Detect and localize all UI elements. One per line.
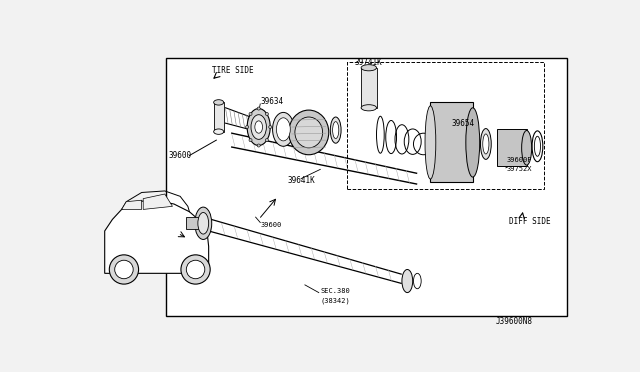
Polygon shape xyxy=(105,200,209,273)
Ellipse shape xyxy=(109,255,139,284)
Ellipse shape xyxy=(198,212,209,234)
Text: TIRE SIDE: TIRE SIDE xyxy=(212,66,254,75)
Text: 39752X: 39752X xyxy=(507,166,532,172)
Ellipse shape xyxy=(481,129,492,159)
Ellipse shape xyxy=(195,207,212,240)
Ellipse shape xyxy=(413,273,421,289)
Text: J39600N8: J39600N8 xyxy=(496,317,533,326)
Ellipse shape xyxy=(266,138,268,142)
Ellipse shape xyxy=(115,260,133,279)
Text: DIFF SIDE: DIFF SIDE xyxy=(509,217,550,226)
Ellipse shape xyxy=(249,138,252,142)
Ellipse shape xyxy=(466,108,480,177)
Bar xyxy=(431,102,473,183)
Bar xyxy=(214,102,224,132)
Ellipse shape xyxy=(186,260,205,279)
Ellipse shape xyxy=(255,121,262,133)
Ellipse shape xyxy=(246,125,249,129)
Ellipse shape xyxy=(257,107,260,110)
Ellipse shape xyxy=(333,122,339,139)
Ellipse shape xyxy=(266,112,268,115)
Ellipse shape xyxy=(534,136,541,156)
Ellipse shape xyxy=(181,255,210,284)
Ellipse shape xyxy=(295,117,323,148)
Polygon shape xyxy=(122,200,141,209)
Bar xyxy=(361,68,376,108)
Text: 39634: 39634 xyxy=(260,97,284,106)
Bar xyxy=(186,217,200,230)
Ellipse shape xyxy=(257,144,260,147)
Bar xyxy=(348,62,543,189)
Bar xyxy=(497,129,527,166)
Ellipse shape xyxy=(273,112,294,146)
Polygon shape xyxy=(143,194,172,209)
Ellipse shape xyxy=(251,115,266,140)
Ellipse shape xyxy=(214,129,223,134)
Text: 39741K: 39741K xyxy=(355,58,383,67)
Ellipse shape xyxy=(402,269,413,293)
Ellipse shape xyxy=(289,110,329,155)
Ellipse shape xyxy=(249,112,252,115)
Ellipse shape xyxy=(269,125,272,129)
Text: 39654: 39654 xyxy=(451,119,474,128)
Ellipse shape xyxy=(330,117,341,143)
Ellipse shape xyxy=(214,100,223,105)
Ellipse shape xyxy=(247,109,270,145)
Text: 39600: 39600 xyxy=(168,151,192,160)
Text: SEC.380: SEC.380 xyxy=(320,288,350,294)
Ellipse shape xyxy=(483,134,489,154)
Ellipse shape xyxy=(522,131,532,165)
Bar xyxy=(166,58,566,316)
Text: (38342): (38342) xyxy=(320,297,350,304)
Text: 39641K: 39641K xyxy=(287,176,315,185)
Ellipse shape xyxy=(425,106,436,179)
Ellipse shape xyxy=(361,65,376,71)
Text: 39600: 39600 xyxy=(260,222,282,228)
Ellipse shape xyxy=(361,105,376,111)
Text: 39600F: 39600F xyxy=(507,157,532,163)
Ellipse shape xyxy=(276,118,291,141)
